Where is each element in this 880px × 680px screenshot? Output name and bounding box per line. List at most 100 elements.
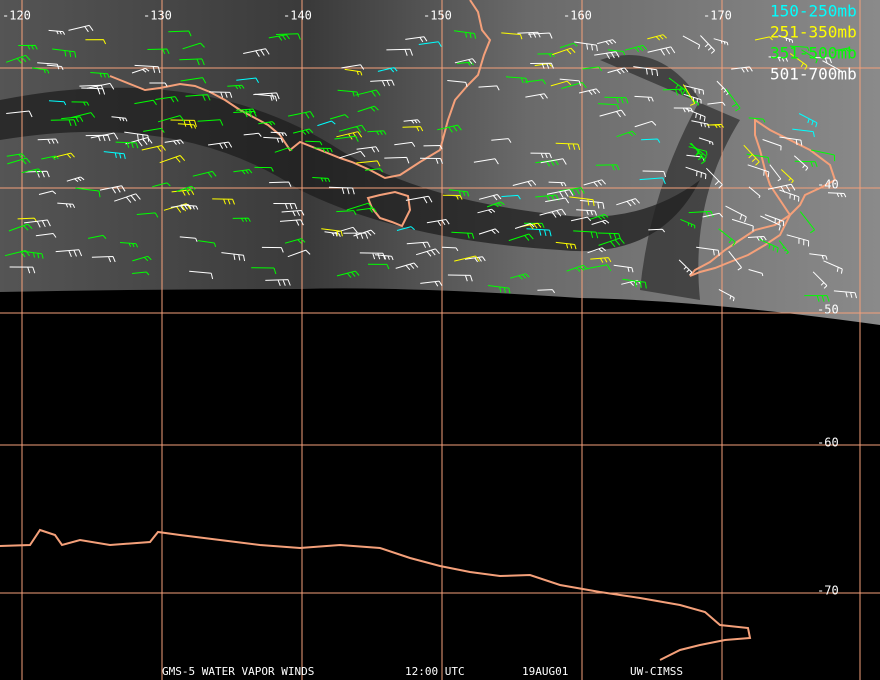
wind-barb: [607, 49, 626, 56]
wind-barb: [748, 186, 761, 199]
wind-barb: [624, 44, 648, 53]
wind-barb: [718, 288, 735, 302]
wind-barb: [46, 64, 64, 71]
wind-barb: [590, 257, 612, 263]
wind-barb: [478, 194, 502, 201]
wind-barb: [688, 210, 714, 218]
latitude-label: -40: [817, 178, 839, 192]
wind-barb: [356, 207, 377, 213]
wind-barb: [75, 187, 101, 198]
wind-barb: [38, 190, 57, 195]
wind-barb: [53, 152, 75, 159]
longitude-label: -120: [2, 9, 31, 23]
wind-barb: [419, 157, 443, 164]
wind-barb: [598, 103, 620, 110]
wind-barb: [152, 182, 171, 188]
wind-barb: [405, 36, 428, 43]
wind-barb: [598, 237, 625, 248]
wind-barb: [134, 99, 157, 106]
wind-barb: [589, 213, 609, 220]
wind-barb: [71, 101, 90, 106]
wind-barb: [801, 49, 818, 64]
wind-barb: [505, 76, 528, 84]
wind-barb: [698, 137, 714, 146]
wind-barb: [597, 39, 617, 46]
wind-barb: [682, 84, 696, 106]
wind-barb: [642, 170, 667, 178]
wind-barb: [233, 110, 257, 118]
wind-barb: [487, 285, 511, 294]
wind-barb: [713, 38, 729, 46]
wind-barb: [786, 234, 810, 247]
wind-barb: [523, 222, 545, 228]
wind-barb: [591, 219, 610, 225]
wind-barb: [6, 153, 26, 159]
wind-barb: [182, 42, 205, 50]
wind-barb: [648, 228, 665, 233]
wind-barb: [451, 231, 475, 239]
legend-entry: 150-250mb: [770, 2, 857, 21]
wind-barb: [540, 158, 567, 165]
wind-barb: [22, 250, 44, 259]
wind-barb: [760, 215, 781, 231]
wind-barb: [634, 120, 657, 128]
wind-barb: [61, 116, 84, 123]
longitude-label: -160: [563, 9, 592, 23]
wind-barb: [124, 131, 150, 142]
wind-barb: [548, 181, 567, 187]
wind-barb: [587, 247, 607, 254]
wind-barb: [227, 84, 245, 90]
wind-barb: [486, 201, 505, 208]
wind-barb: [88, 234, 107, 239]
wind-barb: [535, 159, 559, 167]
wind-barb: [85, 134, 111, 142]
wind-barb: [524, 79, 547, 85]
wind-barb: [346, 202, 373, 211]
wind-barb: [690, 142, 706, 165]
wind-barb: [189, 270, 214, 280]
wind-barb: [9, 266, 36, 274]
wind-barb: [208, 141, 233, 149]
coastline-australia: [109, 0, 492, 180]
wind-barb: [778, 240, 789, 255]
wind-barb: [164, 139, 184, 145]
wind-barb: [747, 236, 767, 241]
wind-barb: [90, 72, 110, 78]
wind-barb: [579, 199, 605, 209]
wind-barb: [702, 212, 724, 218]
wind-barb: [329, 114, 349, 120]
wind-barb: [685, 166, 707, 180]
wind-barb: [317, 120, 336, 127]
wind-barb: [464, 256, 486, 263]
wind-barb: [275, 33, 301, 40]
wind-barb: [616, 198, 640, 207]
wind-barb: [287, 111, 315, 119]
wind-barb: [569, 196, 595, 207]
wind-barb: [132, 255, 152, 262]
wind-barb: [561, 82, 587, 89]
wind-barb: [680, 218, 696, 229]
wind-barb: [268, 34, 290, 41]
wind-barb: [356, 146, 380, 153]
wind-barb: [767, 183, 796, 193]
wind-barb: [141, 145, 166, 152]
wind-barb: [281, 210, 305, 217]
wind-barb: [149, 82, 168, 87]
wind-barb: [769, 164, 782, 182]
wind-barb: [50, 119, 77, 127]
wind-barb: [793, 155, 809, 171]
wind-barb: [132, 271, 150, 276]
wind-barb: [822, 60, 841, 75]
wind-barb: [312, 177, 331, 183]
wind-barb: [684, 85, 705, 95]
wind-barb: [573, 230, 599, 239]
wind-barb: [396, 226, 415, 231]
wind-barb: [111, 116, 128, 122]
wind-barb: [491, 138, 512, 143]
wind-barb: [647, 34, 667, 41]
wind-barb: [754, 36, 773, 41]
wind-barb: [746, 153, 770, 164]
wind-barb: [305, 140, 323, 146]
wind-barb: [759, 238, 779, 253]
